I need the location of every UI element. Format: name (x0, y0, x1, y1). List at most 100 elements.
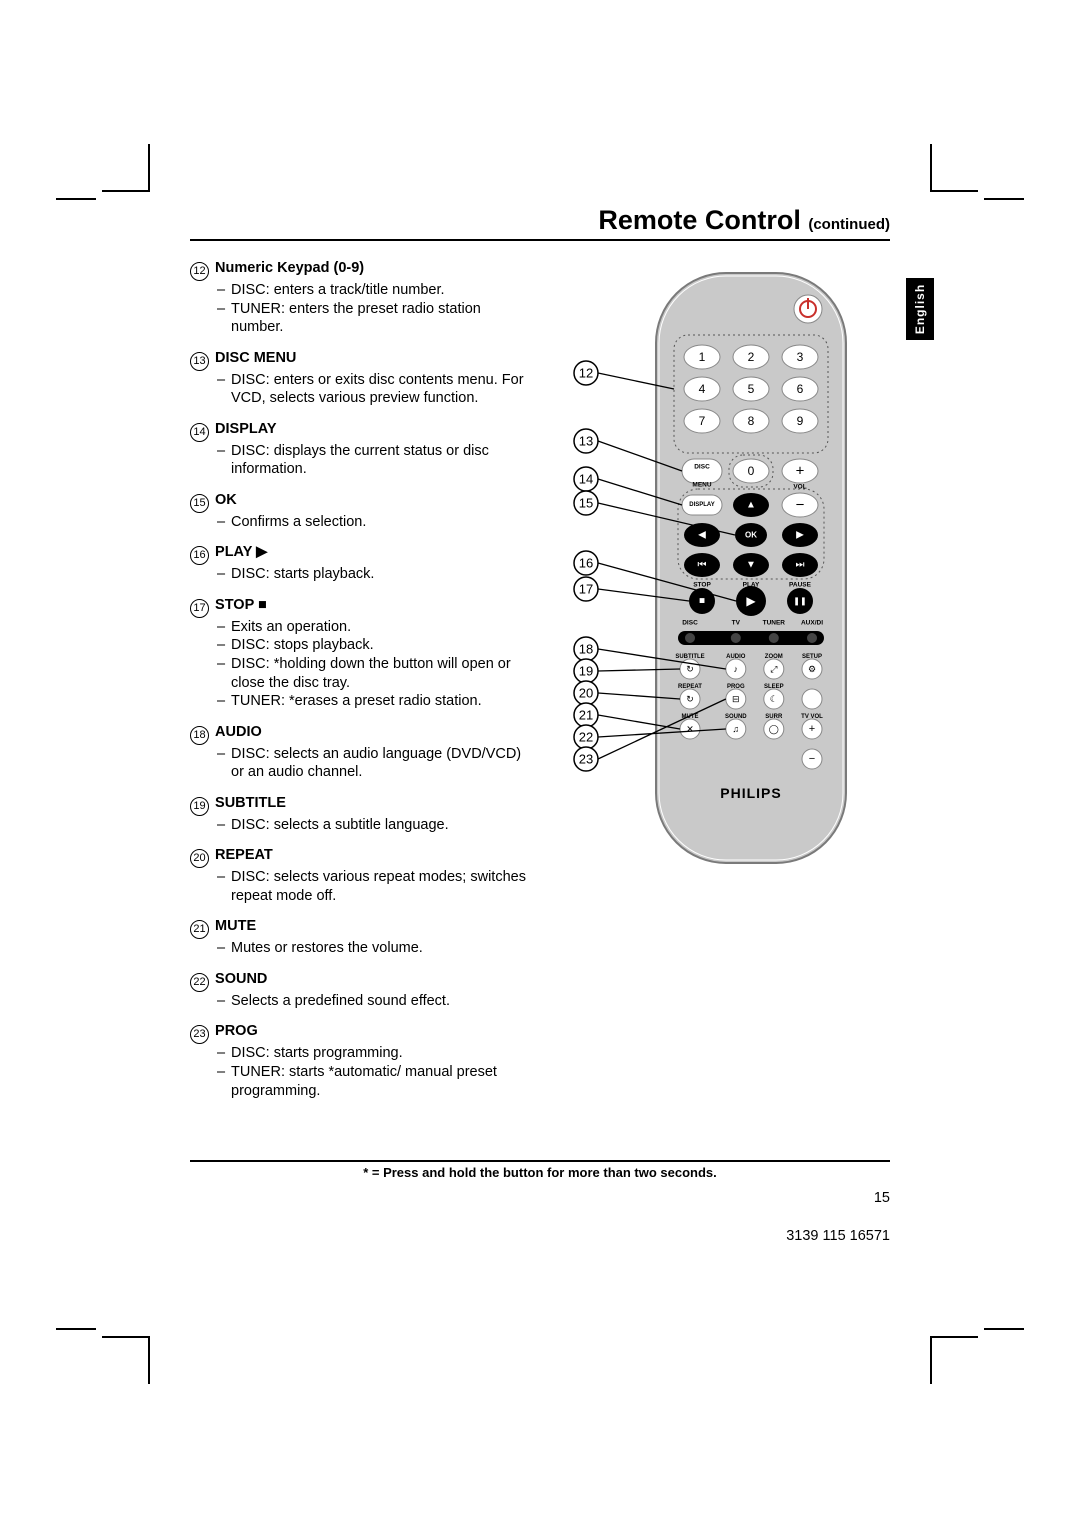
svg-text:SOUND: SOUND (725, 714, 747, 720)
page-footer: * = Press and hold the button for more t… (190, 1160, 890, 1244)
svg-text:⚙: ⚙ (808, 664, 816, 674)
feature-item: 23 PROGDISC: starts programming.TUNER: s… (190, 1022, 528, 1100)
svg-text:PAUSE: PAUSE (789, 582, 812, 589)
feature-bullet: DISC: starts programming. (217, 1044, 528, 1063)
svg-text:↻: ↻ (686, 664, 694, 674)
feature-item: 16 PLAY ▶DISC: starts playback. (190, 543, 528, 584)
svg-text:DISC: DISC (694, 464, 710, 471)
svg-text:DISPLAY: DISPLAY (689, 502, 714, 508)
svg-text:1: 1 (699, 350, 706, 364)
svg-text:15: 15 (579, 496, 593, 511)
svg-text:+: + (809, 723, 815, 735)
crop-mark (930, 1336, 972, 1378)
svg-text:18: 18 (579, 642, 593, 657)
feature-heading: 13 DISC MENU (190, 349, 528, 371)
svg-text:ZOOM: ZOOM (765, 654, 783, 660)
svg-text:0: 0 (748, 464, 755, 478)
svg-text:23: 23 (579, 752, 593, 767)
feature-heading: 23 PROG (190, 1022, 528, 1044)
svg-text:AUDIO: AUDIO (726, 654, 746, 660)
feature-bullet: Exits an operation. (217, 618, 528, 637)
feature-bullet: DISC: enters or exits disc contents menu… (217, 371, 528, 408)
feature-bullet: TUNER: *erases a preset radio station. (217, 692, 528, 711)
footnote: * = Press and hold the button for more t… (190, 1160, 890, 1180)
svg-text:5: 5 (748, 382, 755, 396)
svg-text:⏮: ⏮ (698, 560, 707, 571)
svg-text:17: 17 (579, 582, 593, 597)
svg-text:8: 8 (748, 414, 755, 428)
feature-heading: 17 STOP ■ (190, 596, 528, 618)
description-column: 12 Numeric Keypad (0-9)DISC: enters a tr… (190, 259, 528, 1112)
svg-text:4: 4 (699, 382, 706, 396)
svg-text:♫: ♫ (732, 724, 739, 734)
svg-text:▲: ▲ (746, 500, 756, 511)
svg-text:■: ■ (699, 596, 705, 607)
svg-text:⤢: ⤢ (769, 664, 777, 674)
language-tab: English (906, 278, 934, 340)
svg-text:♪: ♪ (734, 664, 739, 674)
crop-mark (108, 1336, 150, 1378)
svg-text:2: 2 (748, 350, 755, 364)
svg-text:14: 14 (579, 472, 593, 487)
feature-bullet: DISC: selects a subtitle language. (217, 816, 528, 835)
svg-text:❚❚: ❚❚ (793, 597, 806, 606)
feature-heading: 20 REPEAT (190, 846, 528, 868)
feature-item: 19 SUBTITLEDISC: selects a subtitle lang… (190, 794, 528, 835)
feature-item: 21 MUTEMutes or restores the volume. (190, 917, 528, 958)
feature-bullet: DISC: starts playback. (217, 565, 528, 584)
feature-heading: 12 Numeric Keypad (0-9) (190, 259, 528, 281)
feature-item: 13 DISC MENUDISC: enters or exits disc c… (190, 349, 528, 408)
feature-bullet: DISC: *holding down the button will open… (217, 655, 528, 692)
svg-text:▼: ▼ (746, 560, 756, 571)
svg-text:22: 22 (579, 730, 593, 745)
crop-mark (108, 150, 150, 192)
svg-text:◀: ◀ (698, 530, 706, 541)
svg-text:TV: TV (732, 620, 741, 627)
feature-heading: 15 OK (190, 491, 528, 513)
feature-item: 15 OKConfirms a selection. (190, 491, 528, 532)
svg-text:9: 9 (797, 414, 804, 428)
feature-bullet: TUNER: enters the preset radio station n… (217, 300, 528, 337)
svg-text:↻: ↻ (686, 694, 694, 704)
svg-text:13: 13 (579, 434, 593, 449)
feature-bullet: DISC: stops playback. (217, 636, 528, 655)
svg-text:PROG: PROG (727, 684, 745, 690)
svg-text:AUX/DI: AUX/DI (801, 620, 823, 627)
svg-text:−: − (796, 497, 805, 514)
svg-text:MENU: MENU (692, 482, 711, 489)
page-title: Remote Control (continued) (190, 205, 890, 241)
feature-bullet: TUNER: starts *automatic/ manual preset … (217, 1063, 528, 1100)
svg-text:⊟: ⊟ (732, 694, 740, 704)
svg-text:◯: ◯ (769, 724, 779, 735)
svg-text:TV VOL: TV VOL (801, 714, 823, 720)
feature-item: 17 STOP ■Exits an operation.DISC: stops … (190, 596, 528, 711)
svg-text:7: 7 (699, 414, 706, 428)
svg-text:16: 16 (579, 556, 593, 571)
document-id: 3139 115 16571 (190, 1228, 890, 1244)
feature-heading: 22 SOUND (190, 970, 528, 992)
svg-text:21: 21 (579, 708, 593, 723)
svg-text:✕: ✕ (686, 724, 694, 734)
feature-bullet: DISC: selects an audio language (DVD/VCD… (217, 745, 528, 782)
feature-item: 12 Numeric Keypad (0-9)DISC: enters a tr… (190, 259, 528, 337)
feature-heading: 19 SUBTITLE (190, 794, 528, 816)
remote-illustration: 123456789DISCMENU0+VOLDISPLAY▲−◀OK▶⏮▼⏭ST… (546, 259, 890, 899)
page-body: Remote Control (continued) 12 Numeric Ke… (190, 205, 890, 1112)
svg-text:☾: ☾ (770, 694, 778, 704)
svg-text:⏭: ⏭ (796, 560, 805, 571)
svg-text:SLEEP: SLEEP (764, 684, 784, 690)
feature-bullet: DISC: selects various repeat modes; swit… (217, 868, 528, 905)
svg-text:12: 12 (579, 366, 593, 381)
svg-text:STOP: STOP (693, 582, 711, 589)
svg-text:19: 19 (579, 664, 593, 679)
svg-text:SUBTITLE: SUBTITLE (675, 654, 704, 660)
svg-text:DISC: DISC (682, 620, 698, 627)
page-number: 15 (190, 1190, 890, 1206)
crop-mark (930, 150, 972, 192)
feature-bullet: DISC: displays the current status or dis… (217, 442, 528, 479)
svg-text:TUNER: TUNER (763, 620, 786, 627)
feature-bullet: Mutes or restores the volume. (217, 939, 528, 958)
svg-text:SURR: SURR (765, 714, 783, 720)
feature-heading: 14 DISPLAY (190, 420, 528, 442)
feature-item: 20 REPEATDISC: selects various repeat mo… (190, 846, 528, 905)
